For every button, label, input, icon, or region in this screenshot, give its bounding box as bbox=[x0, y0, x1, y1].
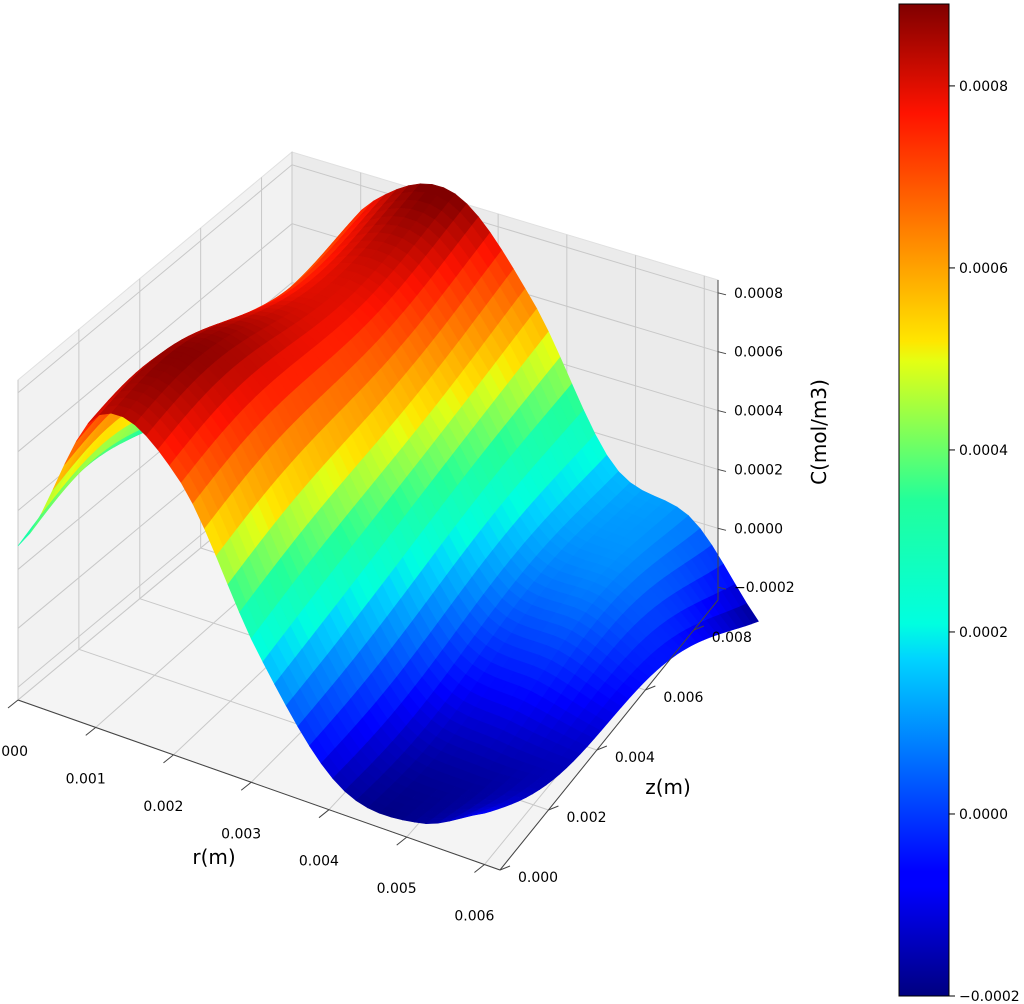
r-tick-mark bbox=[396, 836, 408, 846]
colorbar: −0.0002 0.0000 0.0002 0.0004 0.0006 0.0008 bbox=[898, 3, 1020, 1004]
surface-plot bbox=[17, 183, 759, 825]
r-tick-label: 0.001 bbox=[66, 771, 106, 787]
c-tick-mark bbox=[717, 351, 727, 355]
r-tick-label: 0.002 bbox=[143, 799, 183, 815]
r-tick-label: 0.000 bbox=[0, 744, 28, 760]
colorbar-tick-label: 0.0004 bbox=[959, 443, 1008, 459]
z-axis-line bbox=[499, 599, 719, 871]
c-tick-label: 0.0002 bbox=[734, 462, 783, 478]
z-tick-mark bbox=[548, 805, 559, 811]
c-tick-mark bbox=[717, 410, 727, 414]
colorbar-tick-label: 0.0006 bbox=[959, 261, 1008, 277]
r-tick-mark bbox=[163, 754, 174, 764]
c-tick-label: 0.0004 bbox=[734, 404, 783, 420]
surface-facet bbox=[472, 810, 492, 816]
colorbar-tick-label: 0.0002 bbox=[959, 625, 1008, 641]
c-tick-mark bbox=[717, 468, 727, 472]
r-tick-mark bbox=[474, 864, 485, 873]
c-axis-label: C(mol/m3) bbox=[807, 379, 831, 485]
z-tick-mark bbox=[499, 865, 511, 871]
z-tick-label: 0.004 bbox=[615, 750, 655, 766]
colorbar-gradient bbox=[898, 3, 950, 997]
r-tick-mark bbox=[240, 781, 252, 791]
r-axis-label: r(m) bbox=[192, 845, 235, 869]
z-tick-label: 0.006 bbox=[663, 690, 703, 706]
r-tick-mark bbox=[85, 727, 97, 736]
r-tick-label: 0.004 bbox=[299, 854, 339, 870]
c-tick-label: 0.0006 bbox=[734, 345, 783, 361]
c-tick-label: 0.0008 bbox=[734, 286, 783, 302]
grid-line-c bbox=[17, 164, 719, 394]
r-tick-mark bbox=[7, 699, 19, 709]
c-axis-ticks: −0.0002 0.0000 0.0002 0.0004 0.0006 0.0008 bbox=[717, 286, 795, 596]
r-axis-line bbox=[17, 699, 501, 871]
z-tick-mark bbox=[596, 745, 608, 751]
colorbar-tick-label: 0.0008 bbox=[959, 79, 1008, 95]
z-tick-label: 0.002 bbox=[566, 810, 606, 826]
z-tick-mark bbox=[693, 625, 704, 631]
z-tick-label: 0.000 bbox=[518, 870, 558, 886]
z-axis-ticks: 0.000 0.002 0.004 0.006 0.008 bbox=[499, 625, 752, 886]
c-tick-label: −0.0002 bbox=[734, 580, 795, 596]
colorbar-ticks: −0.0002 0.0000 0.0002 0.0004 0.0006 0.0008 bbox=[949, 79, 1020, 1004]
r-tick-label: 0.003 bbox=[221, 826, 261, 842]
c-tick-mark bbox=[717, 586, 727, 590]
z-tick-mark bbox=[645, 685, 656, 691]
c-tick-mark bbox=[717, 527, 727, 531]
r-axis-ticks: 0.000 0.001 0.002 0.003 0.004 0.005 0.006 bbox=[0, 699, 495, 925]
c-tick-mark bbox=[717, 292, 727, 296]
c-tick-label: 0.0000 bbox=[734, 521, 783, 537]
r-tick-label: 0.006 bbox=[454, 909, 494, 925]
grid-line-c bbox=[17, 223, 719, 453]
z-tick-label: 0.008 bbox=[712, 630, 752, 646]
axis-lines bbox=[17, 280, 719, 871]
colorbar-tick-label: −0.0002 bbox=[959, 989, 1020, 1004]
r-tick-mark bbox=[318, 809, 330, 819]
z-axis-label: z(m) bbox=[645, 775, 691, 799]
r-tick-label: 0.005 bbox=[377, 881, 417, 897]
colorbar-tick-label: 0.0000 bbox=[959, 807, 1008, 823]
